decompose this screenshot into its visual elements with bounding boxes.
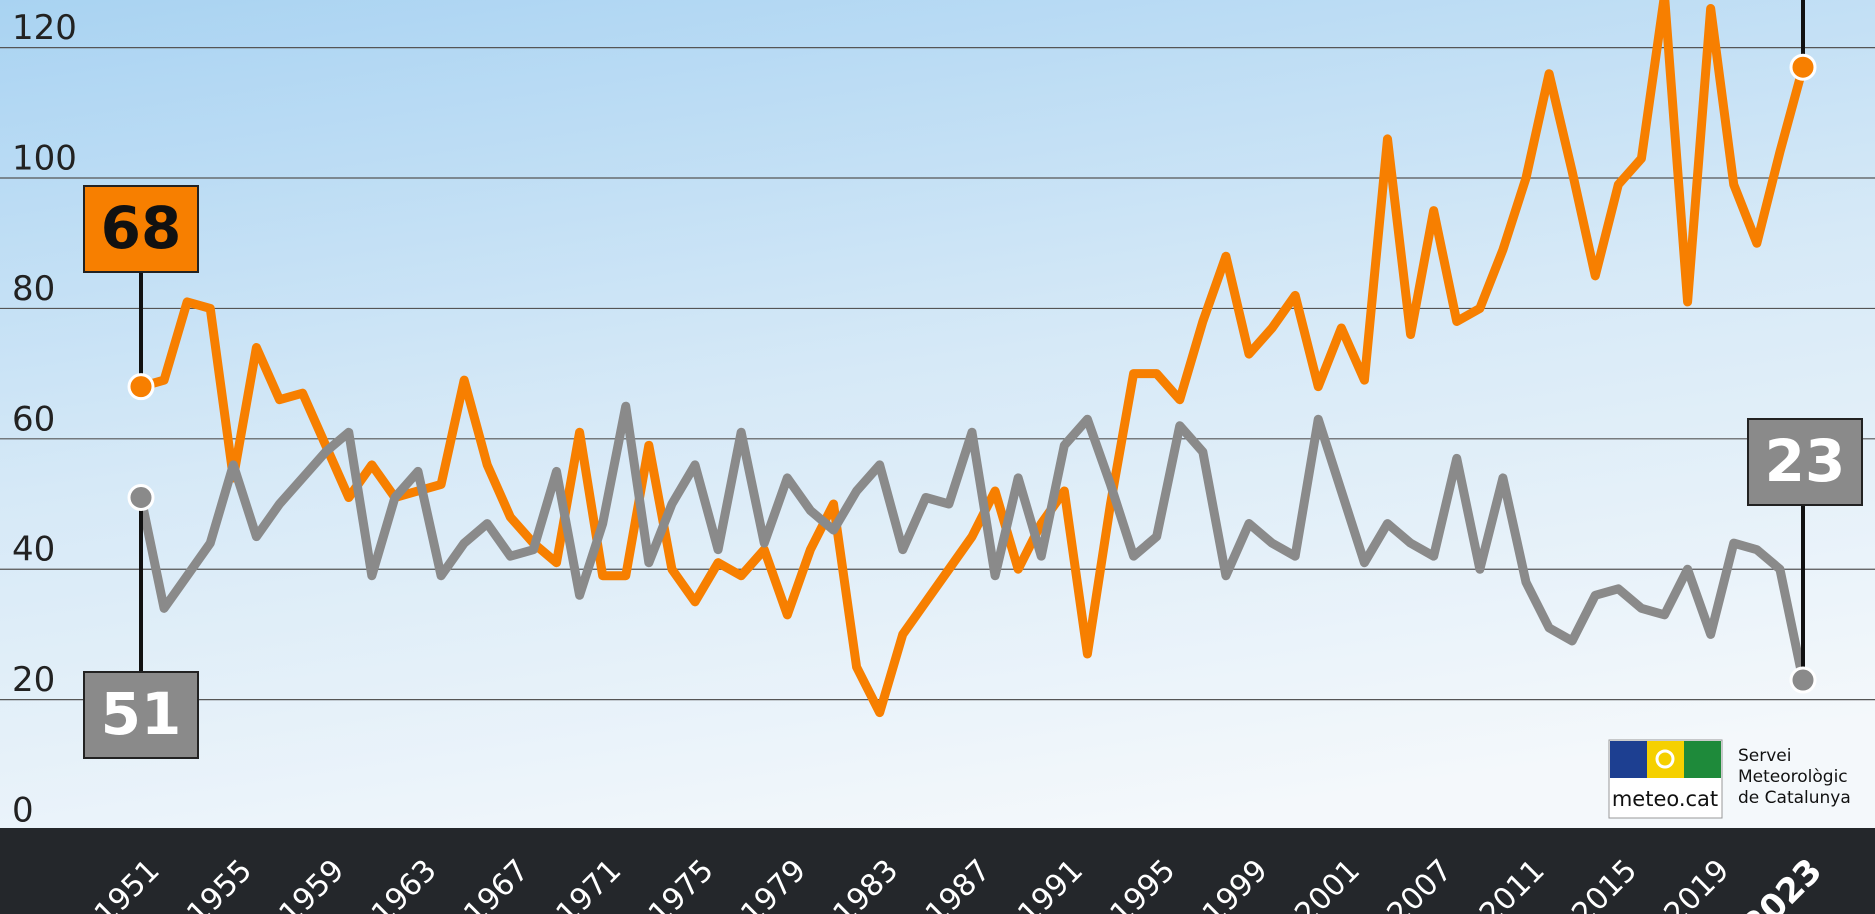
y-tick-label: 0 bbox=[12, 791, 34, 831]
x-axis-band bbox=[0, 828, 1875, 914]
series-line bbox=[136, 401, 1808, 681]
logo-text: Servei bbox=[1738, 746, 1791, 766]
end-point bbox=[127, 483, 155, 511]
callout-box bbox=[83, 185, 199, 273]
logo-text: Meteorològic bbox=[1738, 767, 1848, 787]
callout-label: 51 bbox=[101, 680, 182, 748]
y-tick-label: 80 bbox=[12, 269, 55, 309]
logo-text: de Catalunya bbox=[1738, 788, 1851, 808]
y-tick-label: 40 bbox=[12, 530, 55, 570]
end-point bbox=[1789, 666, 1817, 694]
logo: meteo.cat Servei Meteorològic de Catalun… bbox=[1608, 739, 1851, 819]
logo-name: meteo.cat bbox=[1612, 787, 1718, 811]
y-tick-label: 120 bbox=[12, 8, 77, 48]
callout-label: 68 bbox=[101, 194, 182, 262]
y-tick-label: 100 bbox=[12, 139, 77, 179]
end-point bbox=[127, 373, 155, 401]
y-tick-label: 20 bbox=[12, 660, 55, 700]
end-point bbox=[1789, 53, 1817, 81]
callout-label: 23 bbox=[1765, 427, 1846, 495]
callout-box bbox=[1747, 418, 1863, 506]
y-tick-label: 60 bbox=[12, 399, 55, 439]
callout-box bbox=[83, 671, 199, 759]
